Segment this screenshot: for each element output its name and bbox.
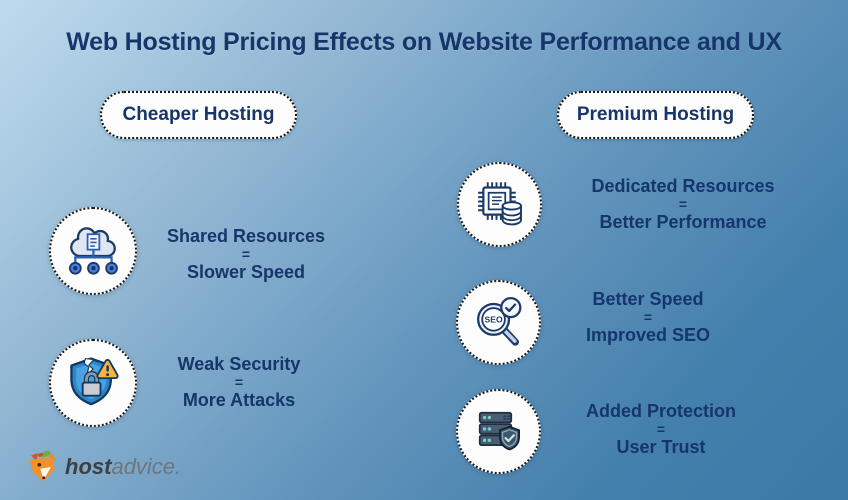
icon-badge-dedicated-resources (457, 162, 542, 247)
effect-line: Dedicated Resources (591, 176, 775, 196)
result-line: Improved SEO (585, 325, 711, 345)
server-shield-icon (471, 404, 527, 460)
seo-magnifier-check-icon: SEO (470, 294, 528, 352)
brand-advice: advice. (111, 454, 182, 479)
icon-badge-added-protection (456, 389, 541, 474)
result-line: Slower Speed (186, 262, 306, 282)
premium-hosting-label: Premium Hosting (576, 104, 735, 125)
svg-text:SEO: SEO (484, 314, 502, 324)
header-pill-premium-hosting: Premium Hosting (557, 91, 754, 139)
equals-sign: = (656, 421, 666, 437)
equals-sign: = (241, 246, 251, 262)
result-line: More Attacks (182, 390, 296, 410)
text-block-added-protection: Added Protection = User Trust (556, 402, 766, 456)
shared-cloud-network-icon (64, 222, 122, 280)
effect-line: Weak Security (177, 354, 301, 374)
icon-badge-shared-resources (49, 207, 137, 295)
brand-host: host (65, 454, 112, 479)
page-title: Web Hosting Pricing Effects on Website P… (66, 28, 782, 56)
brand-wordmark: hostadvice. (65, 447, 181, 487)
icon-badge-better-speed: SEO (456, 280, 541, 365)
effect-line: Added Protection (585, 401, 736, 421)
text-block-dedicated-resources: Dedicated Resources = Better Performance (566, 177, 800, 231)
hostadvice-logo: hostadvice. (24, 447, 181, 487)
icon-badge-weak-security (49, 339, 137, 427)
result-line: User Trust (616, 437, 706, 457)
equals-sign: = (678, 196, 688, 212)
text-block-better-speed: Better Speed = Improved SEO (548, 290, 748, 344)
cpu-database-icon (472, 177, 528, 233)
broken-shield-warning-icon (63, 353, 123, 413)
cheaper-hosting-label: Cheaper Hosting (122, 104, 275, 125)
result-line: Better Performance (599, 212, 767, 232)
effect-line: Shared Resources (166, 226, 326, 246)
hostadvice-fox-icon (24, 448, 60, 486)
equals-sign: = (643, 309, 653, 325)
effect-line: Better Speed (592, 289, 704, 309)
text-block-shared-resources: Shared Resources = Slower Speed (148, 227, 344, 281)
equals-sign: = (234, 374, 244, 390)
text-block-weak-security: Weak Security = More Attacks (140, 355, 338, 409)
header-pill-cheaper-hosting: Cheaper Hosting (100, 91, 297, 139)
